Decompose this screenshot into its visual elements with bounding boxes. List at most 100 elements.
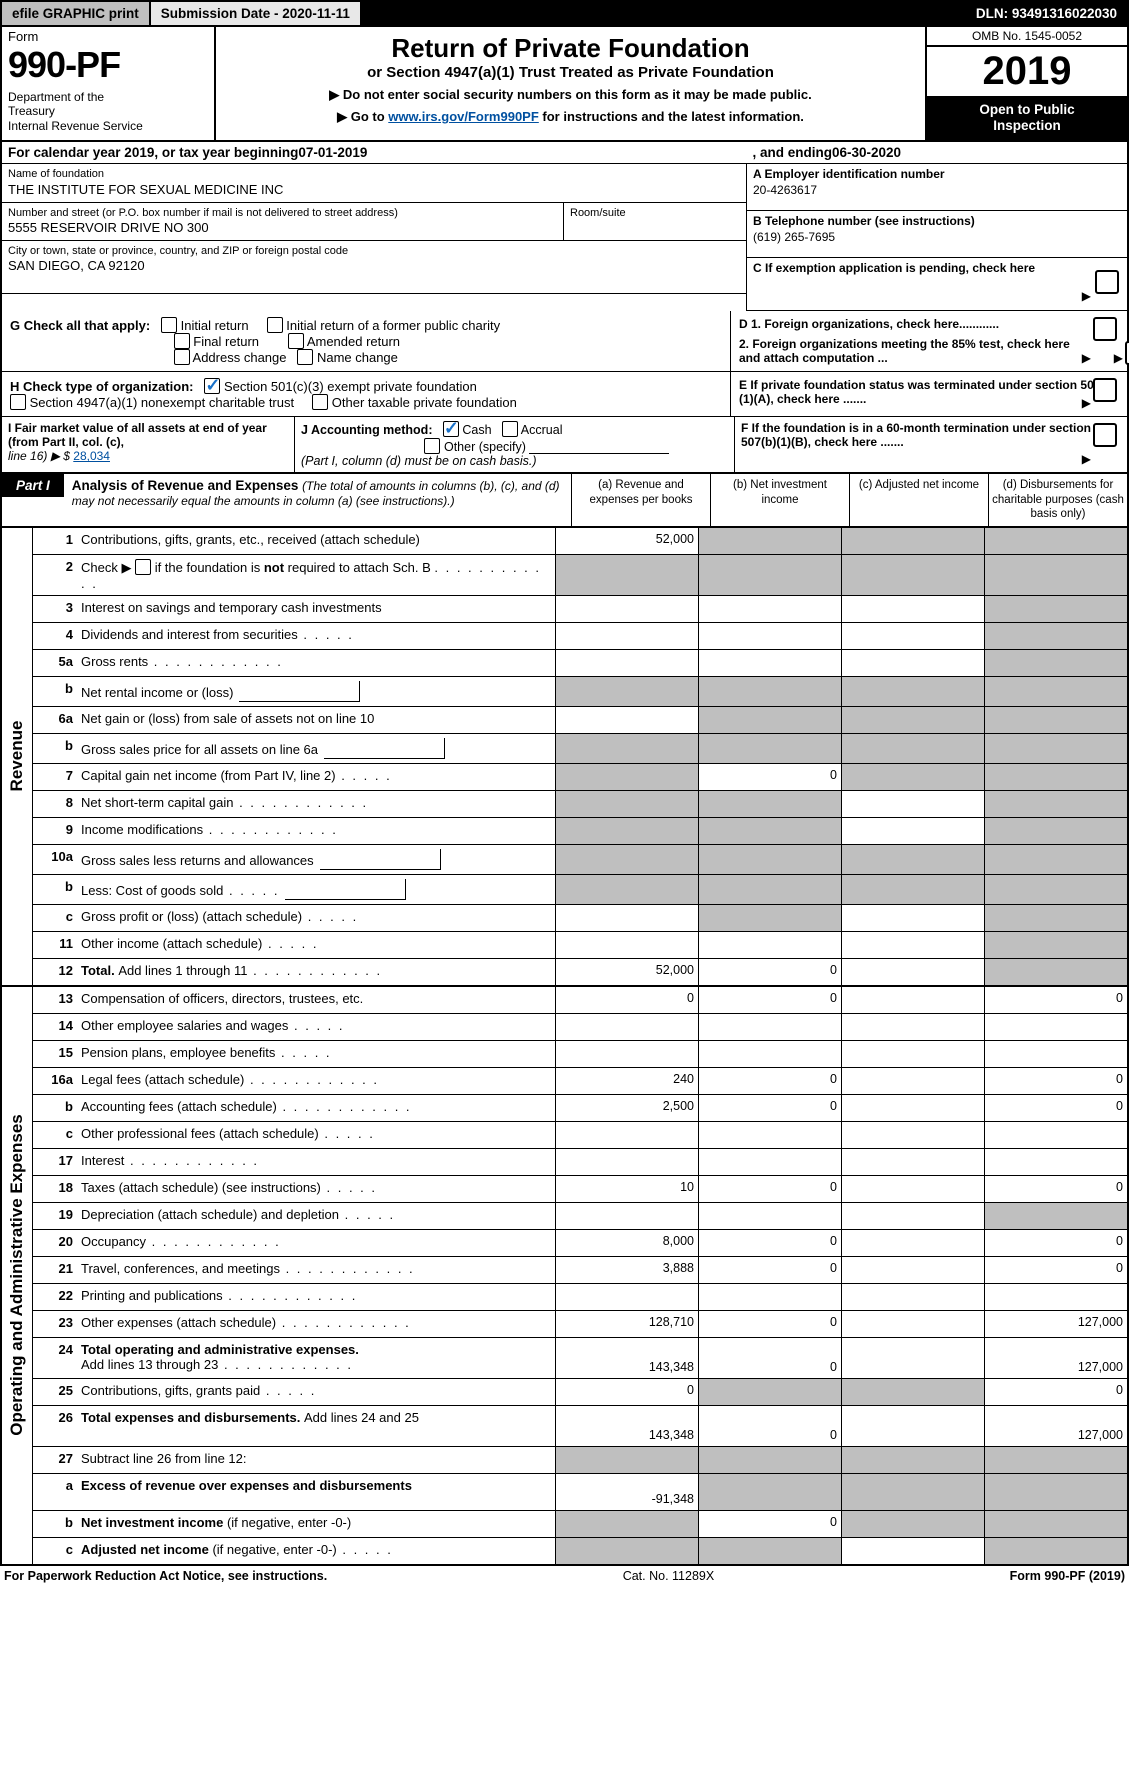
col-b-val [698, 528, 841, 554]
line-desc: Net short-term capital gain [81, 791, 555, 817]
accrual-checkbox[interactable] [502, 421, 518, 437]
col-b-val: 0 [698, 1338, 841, 1378]
form-label: Form [8, 29, 208, 44]
g-opt4: Initial return of a former public charit… [286, 318, 500, 333]
col-a-val: -91,348 [555, 1474, 698, 1510]
501c3-checkbox[interactable] [204, 378, 220, 394]
r12d2: Add lines 1 through 11 [118, 963, 247, 978]
row-24: 24 Total operating and administrative ex… [33, 1338, 1127, 1379]
col-d-val: 127,000 [984, 1406, 1127, 1446]
fmv-link[interactable]: 28,034 [73, 449, 110, 463]
r16cd: Other professional fees (attach schedule… [81, 1126, 319, 1141]
line-desc: Other expenses (attach schedule) [81, 1311, 555, 1337]
row-19: 19 Depreciation (attach schedule) and de… [33, 1203, 1127, 1230]
r27cd2: (if negative, enter -0-) [212, 1542, 336, 1557]
initial-former-checkbox[interactable] [267, 317, 283, 333]
line-num: 24 [33, 1338, 81, 1378]
line-num: a [33, 1474, 81, 1510]
line-desc: Net rental income or (loss) [81, 677, 555, 706]
col-d-val: 0 [984, 1257, 1127, 1283]
line-desc: Occupancy [81, 1230, 555, 1256]
tel-label: B Telephone number (see instructions) [753, 214, 975, 228]
g-opt1: Initial return [181, 318, 249, 333]
dln-label: DLN: 93491316022030 [966, 2, 1127, 25]
r5bd: Net rental income or (loss) [81, 685, 233, 700]
c-checkbox[interactable] [1095, 270, 1119, 294]
ein-label: A Employer identification number [753, 167, 945, 181]
j-other: Other (specify) [444, 440, 526, 454]
part1-title: Analysis of Revenue and Expenses [72, 478, 299, 493]
row-2: 2 Check ▶ if the foundation is not requi… [33, 555, 1127, 596]
line-num: 10a [33, 845, 81, 874]
line-num: 12 [33, 959, 81, 985]
cat-number: Cat. No. 11289X [327, 1569, 1009, 1583]
calendar-year-row: For calendar year 2019, or tax year begi… [0, 142, 1129, 164]
col-b-val: 0 [698, 987, 841, 1013]
tel-value: (619) 265-7695 [753, 230, 835, 244]
row-8: 8 Net short-term capital gain [33, 791, 1127, 818]
r5ad: Gross rents [81, 654, 148, 669]
line-num: 1 [33, 528, 81, 554]
other-method-checkbox[interactable] [424, 438, 440, 454]
final-return-checkbox[interactable] [174, 333, 190, 349]
row-10a: 10a Gross sales less returns and allowan… [33, 845, 1127, 875]
line-desc: Gross rents [81, 650, 555, 676]
line-desc: Interest [81, 1149, 555, 1175]
initial-return-checkbox[interactable] [161, 317, 177, 333]
efile-print-button[interactable]: efile GRAPHIC print [2, 2, 151, 25]
cash-checkbox[interactable] [443, 421, 459, 437]
e-checkbox[interactable] [1093, 378, 1117, 402]
j-note: (Part I, column (d) must be on cash basi… [301, 454, 537, 468]
line-desc: Income modifications [81, 818, 555, 844]
line-desc: Contributions, gifts, grants, etc., rece… [81, 528, 555, 554]
r6b-box [324, 738, 445, 759]
row-12: 12 Total. Add lines 1 through 11 52,000 … [33, 959, 1127, 985]
col-d-val: 0 [984, 1176, 1127, 1202]
topbar: efile GRAPHIC print Submission Date - 20… [0, 0, 1129, 27]
r17d: Interest [81, 1153, 124, 1168]
line-num: 3 [33, 596, 81, 622]
line-num: 8 [33, 791, 81, 817]
f-label: F If the foundation is in a 60-month ter… [741, 421, 1091, 449]
f-arrow-icon: ▶ [1082, 452, 1091, 466]
4947a1-checkbox[interactable] [10, 394, 26, 410]
revenue-side-label: Revenue [2, 528, 33, 985]
col-b-val: 0 [698, 1406, 841, 1446]
line-num: 11 [33, 932, 81, 958]
foundation-name-cell: Name of foundation THE INSTITUTE FOR SEX… [2, 164, 746, 202]
r7d: Capital gain net income (from Part IV, l… [81, 768, 336, 783]
other-specify-field[interactable] [529, 437, 669, 454]
r16ad: Legal fees (attach schedule) [81, 1072, 244, 1087]
c-label: C If exemption application is pending, c… [753, 261, 1035, 275]
line-desc: Accounting fees (attach schedule) [81, 1095, 555, 1121]
submission-date-label: Submission Date - 2020-11-11 [151, 2, 362, 25]
name-change-checkbox[interactable] [297, 349, 313, 365]
col-d-val [984, 528, 1127, 554]
other-taxable-checkbox[interactable] [312, 394, 328, 410]
col-b-val: 0 [698, 1311, 841, 1337]
h-opt2: Section 4947(a)(1) nonexempt charitable … [30, 395, 294, 410]
i-label: I Fair market value of all assets at end… [8, 421, 267, 449]
r19d: Depreciation (attach schedule) and deple… [81, 1207, 339, 1222]
row2-pre: Check ▶ [81, 560, 135, 575]
d2-checkbox[interactable] [1125, 341, 1129, 365]
row-20: 20 Occupancy 8,000 0 0 [33, 1230, 1127, 1257]
instr2-pre: ▶ Go to [337, 109, 388, 124]
address-label: Number and street (or P.O. box number if… [8, 206, 557, 220]
f-checkbox[interactable] [1093, 423, 1117, 447]
row-9: 9 Income modifications [33, 818, 1127, 845]
col-d-val: 0 [984, 987, 1127, 1013]
j-cash: Cash [462, 423, 491, 437]
sch-b-checkbox[interactable] [135, 559, 151, 575]
line-desc: Legal fees (attach schedule) [81, 1068, 555, 1094]
address-change-checkbox[interactable] [174, 349, 190, 365]
row-21: 21 Travel, conferences, and meetings 3,8… [33, 1257, 1127, 1284]
amended-return-checkbox[interactable] [288, 333, 304, 349]
line-num: 19 [33, 1203, 81, 1229]
r25d: Contributions, gifts, grants paid [81, 1383, 260, 1398]
form990pf-link[interactable]: www.irs.gov/Form990PF [388, 109, 539, 124]
r4d: Dividends and interest from securities [81, 627, 298, 642]
e-label: E If private foundation status was termi… [739, 378, 1116, 406]
line-desc: Gross sales less returns and allowances [81, 845, 555, 874]
col-d-val: 0 [984, 1095, 1127, 1121]
